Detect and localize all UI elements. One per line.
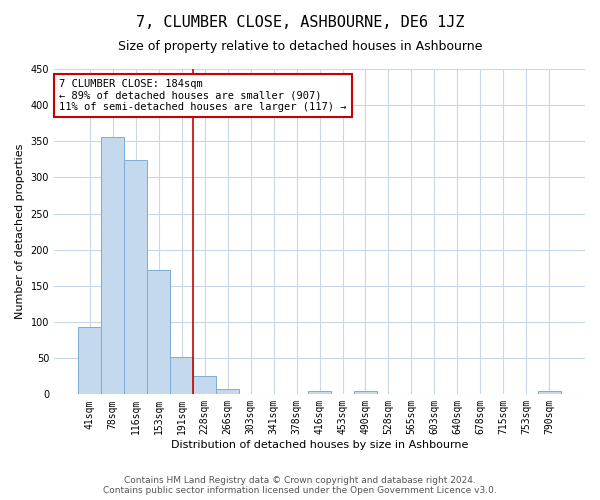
Bar (308, 392, 331, 394)
Bar (354, 392, 377, 394)
Text: Size of property relative to detached houses in Ashbourne: Size of property relative to detached ho… (118, 40, 482, 53)
Bar (78, 327, 101, 394)
Bar (147, 270, 170, 394)
Bar (193, 376, 216, 394)
Bar (101, 137, 124, 394)
Text: Contains HM Land Registry data © Crown copyright and database right 2024.
Contai: Contains HM Land Registry data © Crown c… (103, 476, 497, 495)
Bar (216, 390, 239, 394)
Y-axis label: Number of detached properties: Number of detached properties (15, 144, 25, 320)
Bar (124, 160, 147, 394)
Text: 7 CLUMBER CLOSE: 184sqm
← 89% of detached houses are smaller (907)
11% of semi-d: 7 CLUMBER CLOSE: 184sqm ← 89% of detache… (59, 79, 347, 112)
X-axis label: Distribution of detached houses by size in Ashbourne: Distribution of detached houses by size … (171, 440, 468, 450)
Bar (170, 356, 193, 395)
Bar (538, 392, 561, 394)
Text: 7, CLUMBER CLOSE, ASHBOURNE, DE6 1JZ: 7, CLUMBER CLOSE, ASHBOURNE, DE6 1JZ (136, 15, 464, 30)
